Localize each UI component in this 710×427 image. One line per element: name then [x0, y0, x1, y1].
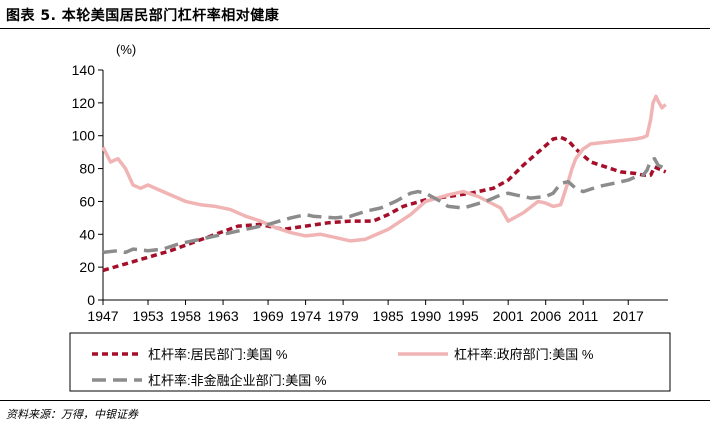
series-line-1: [101, 94, 667, 243]
legend-box: [69, 332, 671, 392]
legend-label-2: 杠杆率:非金融企业部门:美国 %: [148, 373, 327, 388]
series-line-2: [102, 156, 667, 255]
x-tick-label: 1969: [252, 308, 283, 324]
figure-title: 图表 5. 本轮美国居民部门杠杆率相对健康: [6, 8, 280, 24]
source-rule: [0, 400, 710, 401]
source-note: 资料来源：万得，中银证券: [6, 408, 138, 421]
y-tick-label: 100: [72, 128, 96, 144]
x-tick-label: 1963: [207, 308, 238, 324]
x-tick-label: 1995: [448, 308, 479, 324]
x-tick-label: 1985: [373, 308, 404, 324]
x-tick-label: 1979: [328, 308, 359, 324]
y-tick-label: 80: [79, 161, 95, 177]
x-tick-label: 1974: [290, 308, 321, 324]
y-tick-label: 20: [79, 259, 95, 275]
y-tick-label: 60: [79, 193, 95, 209]
legend-label-0: 杠杆率:居民部门:美国 %: [148, 347, 288, 362]
y-tick-label: 40: [79, 226, 95, 242]
y-axis-label: (%): [116, 42, 136, 57]
x-axis: 1947 1953 1958 1963 1969 1974 1979 1985 1990 1995…: [87, 299, 668, 324]
x-tick-label: 2006: [530, 308, 561, 324]
y-axis: 0 20 40 60 80 100 120 140 (%): [72, 42, 137, 308]
x-tick-label: 1990: [410, 308, 441, 324]
y-tick-label: 140: [72, 62, 96, 78]
y-tick-label: 0: [87, 292, 95, 308]
x-tick-label: 2017: [613, 308, 644, 324]
x-tick-label: 1958: [170, 308, 201, 324]
legend: 杠杆率:居民部门:美国 % 杠杆率:政府部门:美国 % 杠杆率:非金融企业部门:美国…: [92, 347, 594, 388]
x-tick-label: 2001: [493, 308, 524, 324]
x-tick-label: 1953: [132, 308, 163, 324]
legend-label-1: 杠杆率:政府部门:美国 %: [454, 347, 594, 362]
series-line-0: [102, 135, 667, 273]
y-tick-label: 120: [72, 95, 96, 111]
title-rule: [0, 28, 710, 29]
x-tick-label: 2011: [568, 308, 598, 324]
x-tick-label: 1947: [87, 308, 118, 324]
series-layer: [101, 94, 667, 273]
